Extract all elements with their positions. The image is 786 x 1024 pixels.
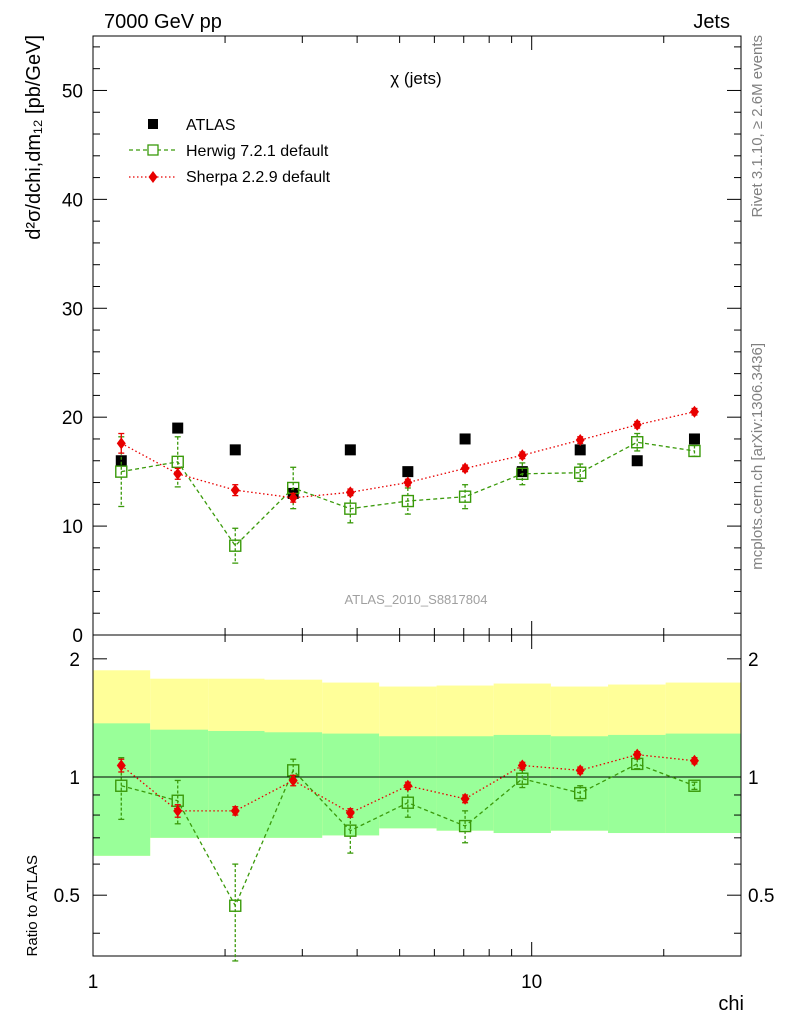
ratio-herwig-point (344, 824, 357, 837)
top-herwig-line (121, 441, 695, 547)
top-herwig-point (516, 467, 529, 481)
top-sherpa-line (120, 411, 695, 499)
ratio-y-tick-label-right: 2 (748, 650, 759, 671)
top-herwig-point (574, 466, 587, 479)
legend-marker-herwig (147, 144, 159, 156)
top-ylabel: d²σ/dchi,dm₁₂ [pb/GeV] (23, 35, 45, 240)
top-herwig-point (458, 490, 472, 503)
legend: ATLAS Herwig 7.2.1 default Sherpa 2.2.9 … (129, 117, 331, 186)
legend-label-sherpa: Sherpa 2.2.9 default (186, 169, 331, 186)
top-y-tick-label: 20 (62, 408, 83, 429)
chart-title: χ (jets) (390, 69, 441, 88)
top-atlas-point (516, 466, 528, 478)
top-herwig-point (171, 455, 184, 469)
top-atlas-point (459, 433, 471, 445)
top-herwig-point (401, 494, 415, 508)
x-axis-label: chi (718, 993, 744, 1015)
top-atlas-point (402, 466, 414, 478)
x-tick-label: 10 (521, 972, 542, 993)
top-atlas-point (115, 455, 127, 467)
top-atlas-point (344, 444, 356, 456)
ratio-sherpa-point (230, 804, 240, 817)
top-sherpa-point (116, 437, 126, 450)
top-y-tick-label: 40 (62, 190, 83, 211)
header-left: 7000 GeV pp (104, 11, 222, 33)
chart-layer: 1 10 0 10 20 30 40 50 0.5 0.5 1 1 2 2 (54, 35, 774, 993)
top-sherpa-point (403, 476, 413, 489)
top-y-tick-label: 30 (62, 299, 83, 320)
top-sherpa-point (689, 405, 699, 418)
top-atlas-point (172, 422, 184, 434)
top-sherpa-point (173, 467, 183, 480)
top-atlas-point (229, 444, 241, 456)
top-atlas-point (688, 433, 700, 445)
ratio-herwig-point (516, 772, 529, 785)
header-right: Jets (693, 11, 730, 33)
ratio-herwig-point (115, 779, 128, 792)
ratio-sherpa-point (288, 774, 298, 787)
ratio-sherpa-point (116, 759, 126, 772)
top-sherpa-point (345, 486, 355, 499)
top-atlas-point (631, 455, 643, 467)
ratio-y-tick-label-right: 1 (748, 768, 759, 789)
ratio-sherpa-point (632, 748, 642, 761)
legend-marker-sherpa (148, 171, 158, 183)
top-sherpa-point (460, 462, 470, 475)
ratio-sherpa-point (575, 764, 585, 777)
top-sherpa-point (632, 418, 642, 431)
ratio-herwig-point (688, 779, 701, 792)
ratio-herwig-point (229, 899, 242, 912)
top-y-tick-label: 10 (62, 517, 83, 538)
ratio-y-tick-label: 1 (69, 768, 80, 789)
ratio-band-inner (150, 729, 209, 838)
ratio-herwig-point (401, 796, 415, 809)
ratio-band-inner (322, 733, 380, 836)
ratio-sherpa-point (345, 806, 355, 819)
ratio-y-tick-label: 0.5 (54, 886, 80, 907)
watermark: ATLAS_2010_S8817804 (345, 592, 488, 607)
ratio-sherpa-point (403, 779, 413, 792)
ratio-sherpa-point (517, 759, 527, 772)
top-sherpa-point (230, 484, 240, 497)
top-sherpa-point (288, 491, 298, 504)
ratio-band-inner (436, 736, 494, 831)
ratio-ylabel: Ratio to ATLAS (24, 855, 41, 956)
top-y-tick-label: 50 (62, 81, 83, 102)
top-herwig-point (344, 502, 357, 515)
top-herwig-point (631, 436, 644, 449)
top-sherpa-point (575, 434, 585, 447)
top-y-tick-label: 0 (72, 626, 83, 647)
top-herwig-point (229, 539, 242, 552)
legend-label-atlas: ATLAS (186, 117, 236, 134)
x-tick-label: 1 (88, 972, 99, 993)
ratio-y-tick-label-right: 0.5 (748, 886, 774, 907)
ratio-sherpa-point (689, 754, 699, 767)
ratio-herwig-point (458, 819, 472, 833)
ratio-y-tick-label: 2 (69, 650, 80, 671)
ratio-plot-frame (92, 634, 742, 957)
ratio-sherpa-point (460, 792, 470, 805)
ratio-herwig-point (574, 786, 587, 800)
legend-marker-atlas (148, 119, 158, 129)
top-atlas-point (574, 444, 586, 456)
legend-label-herwig: Herwig 7.2.1 default (186, 143, 329, 160)
ratio-herwig-line (121, 763, 695, 908)
top-sherpa-point (517, 449, 527, 462)
top-herwig-point (115, 465, 128, 478)
ratio-sherpa-point (173, 804, 183, 817)
top-herwig-point (688, 444, 701, 458)
ratio-band-inner (665, 733, 741, 834)
mcplots-label: mcplots.cern.ch [arXiv:1306.3436] (749, 343, 766, 570)
rivet-label: Rivet 3.1.10, ≥ 2.6M events (749, 35, 766, 218)
ratio-band-inner (208, 730, 265, 838)
